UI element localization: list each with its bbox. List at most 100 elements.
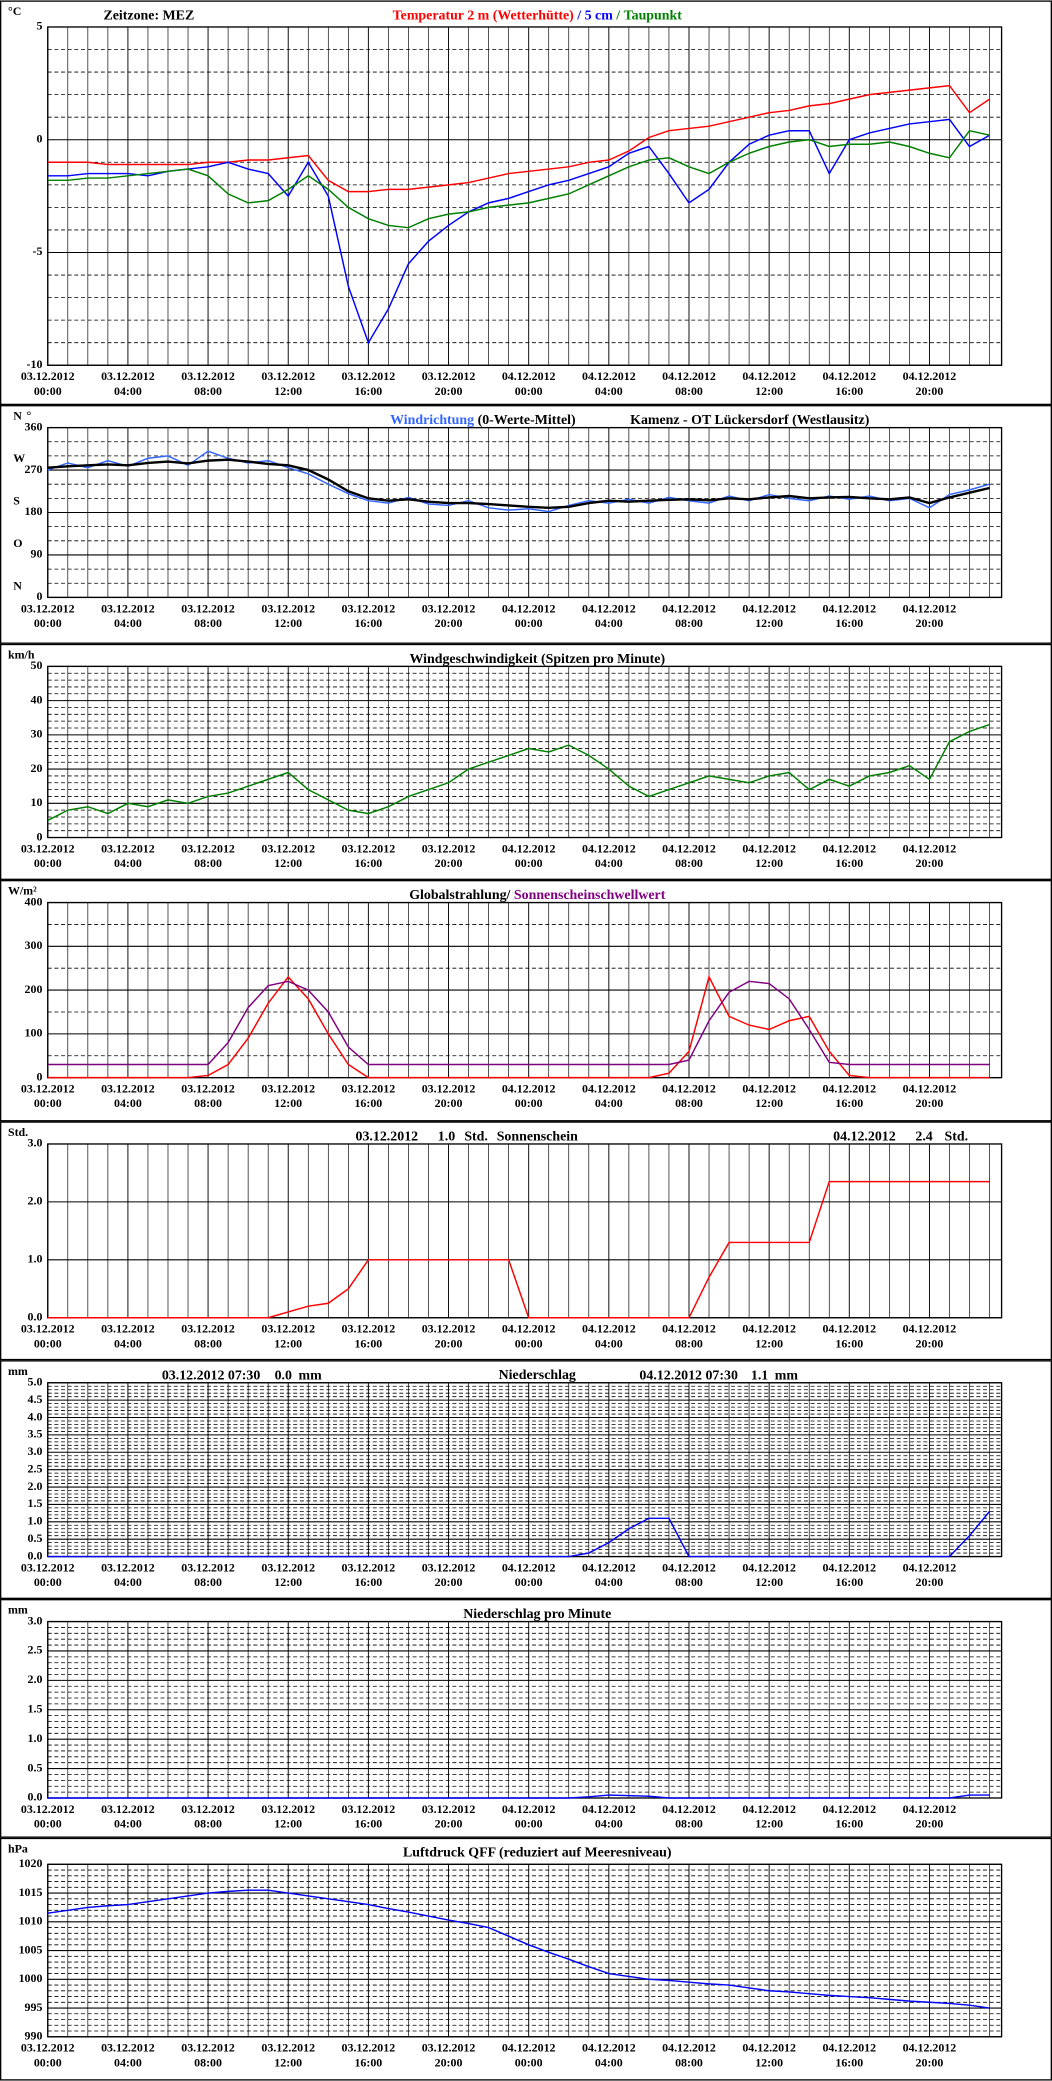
y-tick-label: 1.5 <box>28 1702 43 1716</box>
y-tick-label: 2.5 <box>28 1643 43 1657</box>
x-tick-label: 03.12.2012 12:00 <box>261 2040 315 2069</box>
compass-label: N <box>13 409 22 423</box>
x-tick-label: 04.12.2012 00:00 <box>502 841 556 870</box>
x-tick-label: 03.12.2012 16:00 <box>342 1560 396 1589</box>
x-tick-label: 04.12.2012 04:00 <box>582 601 636 630</box>
panel-frame <box>0 1121 1052 1361</box>
y-tick-label: 1.0 <box>28 1252 43 1266</box>
x-tick-label: 04.12.2012 20:00 <box>903 2040 957 2069</box>
x-tick-label: 03.12.2012 00:00 <box>21 1321 75 1350</box>
x-tick-label: 03.12.2012 08:00 <box>181 1560 235 1589</box>
y-tick-label: 300 <box>25 938 43 952</box>
x-tick-label: 04.12.2012 08:00 <box>662 1802 716 1831</box>
plot-frame <box>47 426 1003 599</box>
title-part: Niederschlag <box>499 1368 576 1383</box>
y-axis-label: Std. <box>8 1125 28 1139</box>
x-tick-label: 04.12.2012 08:00 <box>662 1321 716 1350</box>
y-tick-label: 3.0 <box>28 1136 43 1150</box>
y-tick-label: -10 <box>27 357 43 371</box>
x-tick-label: 04.12.2012 04:00 <box>582 841 636 870</box>
x-tick-label: 04.12.2012 00:00 <box>502 1321 556 1350</box>
x-tick-label: 03.12.2012 12:00 <box>261 1802 315 1831</box>
x-tick-label: 03.12.2012 16:00 <box>342 1802 396 1831</box>
x-tick-label: 04.12.2012 12:00 <box>742 1081 796 1110</box>
x-tick-label: 03.12.2012 16:00 <box>342 841 396 870</box>
title-part: Windgeschwindigkeit (Spitzen pro Minute) <box>409 652 665 667</box>
x-tick-label: 04.12.2012 12:00 <box>742 1802 796 1831</box>
x-tick-label: 03.12.2012 04:00 <box>101 369 155 398</box>
y-tick-label: 1.5 <box>28 1496 43 1510</box>
x-tick-label: 03.12.2012 08:00 <box>181 601 235 630</box>
y-tick-label: 990 <box>25 2029 43 2043</box>
x-tick-label: 03.12.2012 04:00 <box>101 1321 155 1350</box>
x-tick-label: 03.12.2012 04:00 <box>101 601 155 630</box>
panel-frame <box>0 879 1052 1122</box>
data-line <box>47 974 990 1079</box>
y-tick-label: 1.0 <box>28 1514 43 1528</box>
x-tick-label: 04.12.2012 08:00 <box>662 841 716 870</box>
y-tick-label: 0 <box>36 589 42 603</box>
x-tick-label: 03.12.2012 00:00 <box>21 1081 75 1110</box>
title-part: Temperatur 2 m (Wetterhütte) <box>393 9 574 24</box>
x-tick-label: 04.12.2012 12:00 <box>742 1560 796 1589</box>
y-tick-label: 4.0 <box>28 1409 43 1423</box>
x-tick-label: 03.12.2012 12:00 <box>261 1081 315 1110</box>
x-tick-label: 03.12.2012 16:00 <box>342 1081 396 1110</box>
x-tick-label: 03.12.2012 00:00 <box>21 369 75 398</box>
y-tick-label: 0.0 <box>28 1548 43 1562</box>
x-tick-label: 04.12.2012 20:00 <box>903 369 957 398</box>
y-tick-label: 0.0 <box>28 1309 43 1323</box>
panel-frame <box>0 405 1052 644</box>
panel-frame <box>0 1837 1052 2081</box>
y-tick-label: 3.5 <box>28 1427 43 1441</box>
header-note: 1.0 <box>438 1130 455 1145</box>
x-tick-label: 04.12.2012 12:00 <box>742 1321 796 1350</box>
x-tick-label: 03.12.2012 00:00 <box>21 1802 75 1831</box>
data-line <box>47 1510 991 1558</box>
plot-frame <box>47 1863 1003 2038</box>
y-tick-label: 2.5 <box>28 1461 43 1475</box>
x-tick-label: 03.12.2012 20:00 <box>422 1560 476 1589</box>
header-note: 1.1 <box>751 1368 768 1383</box>
x-tick-label: 04.12.2012 08:00 <box>662 2040 716 2069</box>
x-tick-label: 04.12.2012 04:00 <box>582 1081 636 1110</box>
y-tick-label: 100 <box>25 1026 43 1040</box>
header-note: 04.12.2012 <box>833 1130 896 1145</box>
title-part: Sonnenscheinschwellwert <box>514 888 666 903</box>
title-part: Niederschlag pro Minute <box>463 1607 611 1622</box>
y-tick-label: 180 <box>25 504 43 518</box>
y-tick-label: 2.0 <box>28 1672 43 1686</box>
x-tick-label: 03.12.2012 04:00 <box>101 1560 155 1589</box>
x-tick-label: 04.12.2012 00:00 <box>502 601 556 630</box>
y-tick-label: 5.0 <box>28 1374 43 1388</box>
x-tick-label: 04.12.2012 12:00 <box>742 369 796 398</box>
y-tick-label: 20 <box>31 761 43 775</box>
x-tick-label: 03.12.2012 20:00 <box>422 2040 476 2069</box>
x-tick-label: 04.12.2012 16:00 <box>822 601 876 630</box>
x-tick-label: 04.12.2012 16:00 <box>822 841 876 870</box>
title-part: Luftdruck QFF (reduziert auf Meeresnivea… <box>403 1846 672 1861</box>
x-tick-label: 03.12.2012 12:00 <box>261 1321 315 1350</box>
x-tick-label: 03.12.2012 20:00 <box>422 841 476 870</box>
title-part: Taupunkt <box>624 9 683 24</box>
title-part: (0-Werte-Mittel) <box>474 413 576 428</box>
chart-title: Globalstrahlung/ Sonnenscheinschwellwert <box>409 888 666 903</box>
compass-label: S <box>13 494 20 508</box>
x-tick-label: 03.12.2012 00:00 <box>21 841 75 870</box>
y-tick-label: 1000 <box>19 1971 43 1985</box>
x-tick-label: 03.12.2012 20:00 <box>422 1321 476 1350</box>
x-tick-label: 03.12.2012 16:00 <box>342 369 396 398</box>
x-tick-label: 03.12.2012 08:00 <box>181 841 235 870</box>
y-tick-label: 1020 <box>19 1856 43 1870</box>
y-tick-label: 0 <box>36 131 42 145</box>
x-tick-label: 04.12.2012 20:00 <box>903 841 957 870</box>
y-tick-label: 270 <box>25 462 43 476</box>
x-tick-label: 04.12.2012 08:00 <box>662 601 716 630</box>
title-part: Globalstrahlung/ <box>409 888 514 903</box>
y-tick-label: 3.0 <box>28 1444 43 1458</box>
x-tick-label: 04.12.2012 16:00 <box>822 369 876 398</box>
x-tick-label: 03.12.2012 04:00 <box>101 841 155 870</box>
y-tick-label: 50 <box>31 658 43 672</box>
